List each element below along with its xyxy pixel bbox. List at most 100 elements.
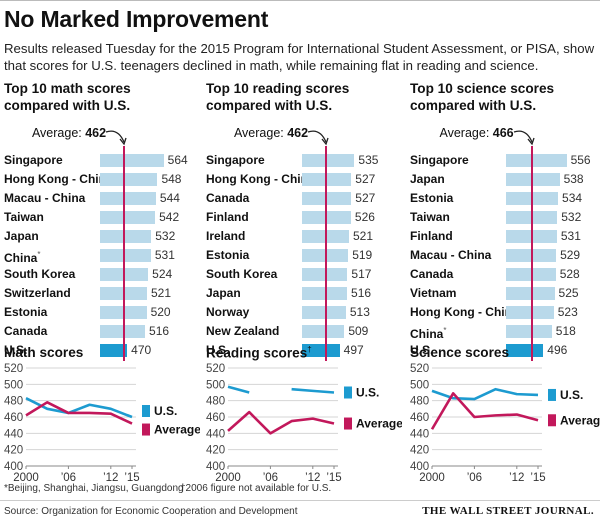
average-value: 462 [85, 126, 107, 140]
score-value: 564 [167, 153, 188, 167]
score-bar [100, 173, 158, 186]
score-bar [100, 192, 156, 205]
score-value: 519 [352, 248, 373, 262]
average-line [325, 146, 328, 361]
math-panel: Top 10 math scores compared with U.S. Aver… [4, 80, 200, 484]
bar-row: Singapore 535 [206, 152, 396, 168]
top-rule [0, 0, 600, 1]
average-label: Average: 462 [234, 126, 308, 140]
publisher-credit: THE WALL STREET JOURNAL. [422, 505, 594, 517]
x-tick-label: 2000 [13, 472, 39, 484]
score-value: 516 [149, 324, 170, 338]
country-name: Canada [4, 324, 48, 338]
country-label: Singapore [206, 152, 265, 168]
country-label: China* [410, 323, 446, 342]
bar-row: Japan 532 [4, 228, 194, 244]
legend-swatch [344, 417, 352, 430]
bar-row: Finland 531 [410, 228, 600, 244]
y-tick-label: 520 [4, 363, 23, 375]
country-name: Canada [206, 191, 250, 205]
country-label: Hong Kong - China [206, 171, 315, 187]
line-chart-title: Math scores [4, 345, 83, 360]
y-tick-label: 440 [410, 428, 429, 440]
country-name: Singapore [206, 153, 265, 167]
country-label: Hong Kong - China [4, 171, 113, 187]
bar-chart-title: Top 10 math scores compared with U.S. [4, 80, 131, 114]
legend-label: Average [560, 413, 600, 427]
average-label-text: Average: [31, 126, 86, 140]
science-panel: Top 10 science scores compared with U.S. A… [410, 80, 600, 484]
average-label-text: Average: [233, 126, 288, 140]
country-name: South Korea [4, 267, 76, 281]
bar-chart-title-line: compared with U.S. [410, 98, 537, 113]
x-tick-label: ’06 [467, 472, 482, 484]
country-label: U.S. [4, 342, 27, 358]
country-name: Singapore [4, 153, 63, 167]
country-name: South Korea [206, 267, 278, 281]
score-value: 548 [161, 172, 182, 186]
us-series-line [25, 397, 133, 419]
country-label: China* [4, 247, 40, 266]
line-chart-title-text: Math scores [4, 345, 84, 360]
country-name: U.S. [4, 343, 28, 357]
country-label: Norway [206, 304, 249, 320]
bar-row-us: U.S. 470 [4, 342, 194, 358]
y-tick-label: 460 [4, 412, 23, 424]
country-label: Finland [410, 228, 453, 244]
score-value: 527 [355, 191, 376, 205]
legend-swatch [344, 386, 352, 399]
bar-chart-title-line: Top 10 reading scores [206, 81, 350, 96]
average-series-line [227, 410, 335, 435]
y-tick-label: 420 [206, 445, 225, 457]
x-tick-label: ’15 [124, 472, 139, 484]
y-tick-label: 500 [410, 379, 429, 391]
country-label: Singapore [4, 152, 63, 168]
bar-row: Estonia 520 [4, 304, 194, 320]
country-name: Estonia [4, 305, 48, 319]
score-bar [100, 154, 164, 167]
legend-swatch [142, 405, 150, 417]
country-name: Finland [410, 229, 453, 243]
country-label: Vietnam [410, 285, 456, 301]
score-value: 544 [159, 191, 180, 205]
footnote-mark: * [37, 250, 41, 259]
y-tick-label: 520 [410, 363, 429, 375]
country-label: U.S. [206, 342, 229, 358]
x-tick-label: ’06 [61, 472, 76, 484]
country-label: Macau - China [410, 247, 491, 263]
bar-chart-title-line: compared with U.S. [4, 98, 131, 113]
country-label: Canada [4, 323, 47, 339]
score-value: 532 [561, 210, 582, 224]
bar-row: Canada 528 [410, 266, 600, 282]
line-chart: 400 420 440 460 480 500 520 2000 ’06 ’12 ’15 U.S. Av… [206, 363, 402, 484]
us-series-line [227, 385, 250, 394]
bar-row: Japan 516 [206, 285, 396, 301]
reading-panel: Top 10 reading scores compared with U.S. A… [206, 80, 402, 484]
country-label: Estonia [206, 247, 249, 263]
score-value: 470 [131, 343, 152, 357]
country-label: Japan [206, 285, 241, 301]
score-bar [100, 211, 156, 224]
country-name: Estonia [206, 248, 250, 262]
bar-row: Estonia 534 [410, 190, 600, 206]
us-bar [100, 344, 128, 357]
legend-swatch [142, 423, 150, 436]
bar-row: Ireland 521 [206, 228, 396, 244]
country-label: South Korea [206, 266, 277, 282]
y-tick-label: 500 [4, 379, 23, 391]
legend-label: U.S. [356, 386, 379, 400]
country-label: Ireland [206, 228, 245, 244]
score-value: 525 [558, 286, 579, 300]
bar-chart-title-line: Top 10 science scores [410, 81, 555, 96]
country-label: Canada [410, 266, 453, 282]
country-label: Estonia [4, 304, 47, 320]
bar-chart-title: Top 10 science scores compared with U.S. [410, 80, 554, 114]
footnote-mark: * [443, 326, 447, 335]
us-series-line [431, 387, 539, 401]
score-bar [506, 306, 554, 319]
score-value: 532 [155, 229, 176, 243]
x-tick-label: ’12 [305, 472, 320, 484]
us-series-line [291, 387, 335, 394]
y-tick-label: 500 [206, 379, 225, 391]
score-bar [100, 249, 151, 262]
